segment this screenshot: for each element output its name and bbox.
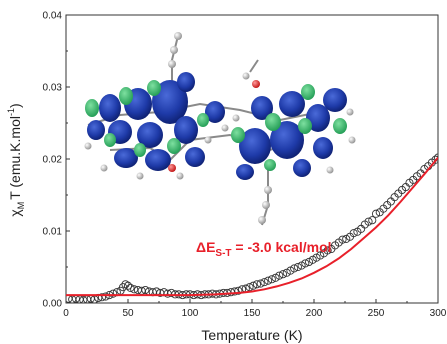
data-point xyxy=(109,289,118,298)
x-tick-label: 250 xyxy=(368,308,385,319)
data-point xyxy=(338,235,347,244)
measured-points-series xyxy=(66,153,438,303)
data-point xyxy=(226,288,235,297)
y-axis-label-main: T (emu.K.mol xyxy=(7,116,23,200)
data-point xyxy=(275,271,284,280)
data-point xyxy=(234,286,243,295)
data-point xyxy=(323,246,332,255)
y-tick-label: 0.02 xyxy=(43,155,63,166)
x-tick-label: 0 xyxy=(63,308,69,319)
data-point xyxy=(101,292,110,301)
data-point xyxy=(349,229,358,238)
data-point xyxy=(364,217,373,226)
data-point xyxy=(230,287,239,296)
y-axis-label-sup: -1 xyxy=(6,108,16,116)
data-point xyxy=(267,275,276,284)
data-point xyxy=(260,278,269,287)
y-tick-label: 0.03 xyxy=(43,83,63,94)
y-tick-label: 0.04 xyxy=(43,11,63,22)
x-tick-label: 150 xyxy=(244,308,261,319)
data-point xyxy=(371,209,381,218)
molecular-orbital-inset xyxy=(84,32,356,226)
data-point xyxy=(301,259,310,268)
data-point xyxy=(256,279,265,288)
atoms xyxy=(84,32,356,224)
y-axis-label: χMT (emu.K.mol-1) xyxy=(6,103,26,216)
data-point xyxy=(79,296,88,303)
x-axis-label: Temperature (K) xyxy=(201,327,302,343)
data-point xyxy=(245,283,254,292)
annotation-subscript: S-T xyxy=(215,248,231,259)
data-point xyxy=(252,280,262,289)
y-axis-ticks: 0.00 0.01 0.02 0.03 0.04 xyxy=(43,11,70,310)
data-point xyxy=(130,285,139,294)
y-tick-label: 0.00 xyxy=(43,299,63,310)
fit-curve xyxy=(66,156,438,297)
data-point xyxy=(290,264,299,273)
data-point xyxy=(167,288,176,297)
annotation-delta-e: ΔES-T = -3.0 kcal/mol xyxy=(196,239,332,259)
x-tick-label: 300 xyxy=(430,308,447,319)
orbital-lobes xyxy=(85,72,347,180)
data-point xyxy=(97,293,107,302)
data-point xyxy=(433,153,438,162)
data-point xyxy=(293,262,302,272)
x-tick-label: 100 xyxy=(182,308,199,319)
x-tick-label: 200 xyxy=(306,308,323,319)
data-point xyxy=(264,276,273,285)
annotation-value: = -3.0 kcal/mol xyxy=(232,239,332,255)
data-point xyxy=(126,283,135,292)
x-axis-ticks: 0 50 100 150 200 250 300 xyxy=(63,299,447,319)
data-point xyxy=(278,270,288,279)
plot-marks xyxy=(66,153,438,303)
x-tick-label: 50 xyxy=(122,308,134,319)
data-point xyxy=(141,285,150,295)
y-axis-label-close: ) xyxy=(7,103,23,108)
data-point xyxy=(368,216,377,225)
data-point xyxy=(431,155,438,164)
y-tick-label: 0.01 xyxy=(43,227,63,238)
y-axis-label-sub: M xyxy=(16,202,26,210)
data-point xyxy=(123,281,133,290)
data-point xyxy=(249,281,258,290)
